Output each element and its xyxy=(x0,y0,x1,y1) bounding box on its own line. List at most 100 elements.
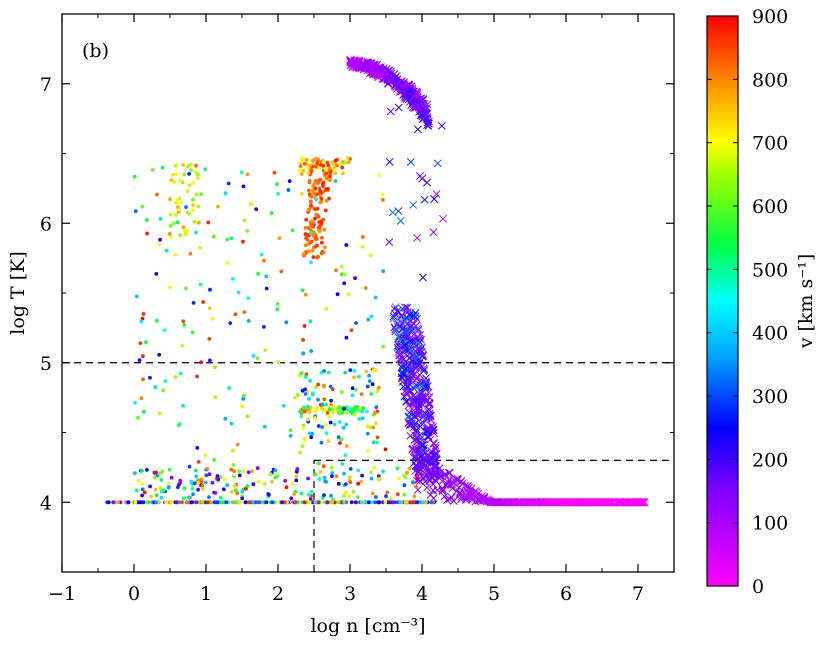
data-point-cross xyxy=(354,56,363,65)
data-point-dot xyxy=(199,479,204,484)
data-point-cross xyxy=(439,214,447,223)
data-point-dot xyxy=(270,479,274,484)
data-point-dot xyxy=(339,437,343,442)
data-point-cross xyxy=(629,498,638,507)
data-point-dot xyxy=(239,170,244,175)
data-point-dot xyxy=(303,232,308,236)
data-point-dot xyxy=(154,385,158,390)
data-point-dot xyxy=(294,474,299,479)
data-point-dot xyxy=(145,468,149,472)
data-point-dot xyxy=(308,240,313,245)
data-point-cross xyxy=(420,195,429,204)
data-point-dot xyxy=(141,312,146,316)
data-point-dot xyxy=(336,481,341,486)
data-point-cross xyxy=(399,324,408,332)
data-point-cross xyxy=(506,498,515,507)
data-point-dot xyxy=(264,500,269,505)
data-point-dot xyxy=(133,471,137,475)
data-point-cross xyxy=(389,314,398,323)
colorbar-tick-label: 100 xyxy=(752,513,788,535)
data-point-dot xyxy=(415,500,420,505)
data-point-cross xyxy=(420,412,429,421)
data-point-dot xyxy=(195,374,200,379)
data-point-dot xyxy=(412,494,417,499)
data-point-cross xyxy=(413,125,422,134)
data-point-dot xyxy=(164,248,169,253)
data-point-dot xyxy=(332,422,337,427)
data-point-dot xyxy=(387,500,392,505)
data-point-dot xyxy=(225,237,230,242)
data-point-cross xyxy=(399,369,408,378)
data-point-dot xyxy=(133,209,138,214)
data-point-cross xyxy=(416,376,424,385)
data-point-dot xyxy=(364,369,369,374)
data-point-dot xyxy=(223,191,228,196)
data-point-dot xyxy=(159,478,164,482)
data-point-dot xyxy=(251,354,256,358)
data-point-dot xyxy=(348,480,353,485)
data-point-cross xyxy=(480,494,489,503)
data-point-dot xyxy=(351,408,356,412)
data-point-dot xyxy=(225,483,230,487)
data-point-dot xyxy=(373,295,378,300)
panel-label: (b) xyxy=(82,40,109,62)
data-point-cross xyxy=(584,498,593,507)
data-point-dot xyxy=(196,460,201,464)
data-point-dot xyxy=(342,281,347,286)
data-point-cross xyxy=(614,498,623,507)
data-point-dot xyxy=(173,375,178,379)
data-point-dot xyxy=(304,406,308,410)
data-point-dot xyxy=(309,435,314,440)
colorbar-tick-label: 700 xyxy=(752,133,788,155)
data-point-dot xyxy=(293,500,298,505)
data-point-dot xyxy=(303,243,308,248)
data-point-dot xyxy=(353,387,358,392)
data-point-dot xyxy=(194,230,199,235)
data-point-dot xyxy=(179,201,184,205)
x-axis-title: log n [cm⁻³] xyxy=(310,615,425,637)
data-point-dot xyxy=(329,402,333,407)
data-point-dot xyxy=(384,494,388,498)
data-point-dot xyxy=(352,369,357,373)
data-point-dot xyxy=(277,236,282,241)
data-point-dot xyxy=(148,375,152,380)
data-point-dot xyxy=(383,447,388,452)
data-point-dot xyxy=(296,393,300,397)
data-point-cross xyxy=(394,338,403,347)
data-point-dot xyxy=(192,219,197,224)
data-point-cross xyxy=(415,431,424,440)
data-point-cross xyxy=(416,172,424,180)
data-point-dot xyxy=(381,198,385,202)
data-point-dot xyxy=(194,500,199,505)
data-point-cross xyxy=(438,486,447,494)
data-point-cross xyxy=(534,498,543,507)
data-point-dot xyxy=(328,174,332,179)
data-point-cross xyxy=(423,483,431,492)
data-point-dot xyxy=(167,232,172,236)
data-point-dot xyxy=(327,407,332,412)
data-point-cross xyxy=(426,415,435,424)
x-tick-label: 1 xyxy=(200,583,212,605)
data-point-dot xyxy=(189,168,194,173)
data-point-dot xyxy=(365,409,369,414)
data-point-cross xyxy=(626,498,635,507)
data-point-dot xyxy=(334,474,339,479)
data-point-dot xyxy=(255,356,260,361)
data-point-dot xyxy=(245,484,250,488)
data-point-dot xyxy=(304,375,308,379)
data-point-dot xyxy=(395,492,400,497)
data-point-dot xyxy=(407,466,412,471)
data-point-dot xyxy=(402,483,407,488)
data-point-cross xyxy=(598,498,607,507)
data-point-cross xyxy=(412,437,421,446)
data-point-dot xyxy=(374,405,379,410)
data-point-dot xyxy=(203,500,208,505)
colorbar-tick-label: 400 xyxy=(752,323,788,345)
data-point-dot xyxy=(335,163,339,168)
data-point-dot xyxy=(303,226,308,230)
data-point-dot xyxy=(320,182,325,187)
data-point-cross xyxy=(409,92,418,101)
data-point-dot xyxy=(276,360,281,365)
data-point-dot xyxy=(133,500,138,505)
data-point-dot xyxy=(369,314,374,319)
